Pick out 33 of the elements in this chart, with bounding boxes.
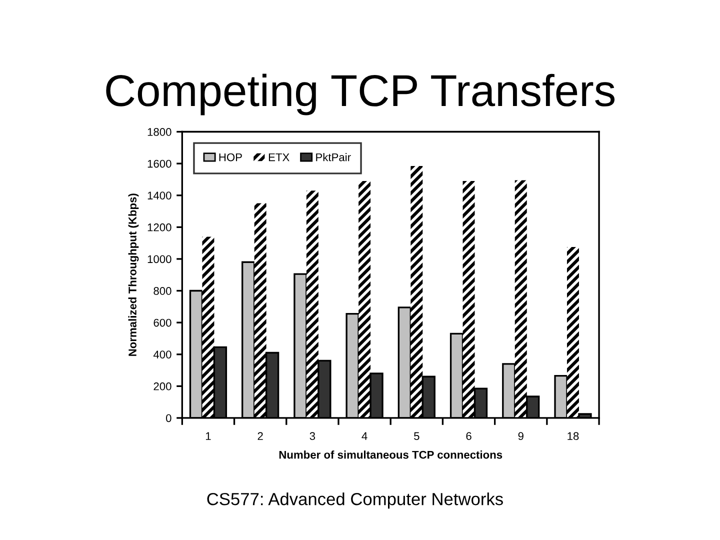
y-tick-label: 1600 <box>148 160 172 168</box>
x-tick-label: 1 <box>206 432 211 440</box>
x-axis-title: Number of simultaneous TCP connections <box>279 450 502 459</box>
y-tick-label: 200 <box>154 382 172 390</box>
x-tick-label: 2 <box>258 432 263 440</box>
x-tick-label: 6 <box>466 432 472 440</box>
bar <box>410 166 423 418</box>
chart-title: Competing TCP Transfers <box>106 74 615 116</box>
bar <box>254 203 266 418</box>
y-axis-title: Normalized Throughput (Kbps) <box>128 194 139 356</box>
bar <box>566 247 579 418</box>
bar <box>462 181 475 418</box>
legend-label: PktPair <box>316 153 351 162</box>
bar <box>358 181 371 418</box>
bar <box>514 180 527 418</box>
x-tick-label: 9 <box>518 432 524 440</box>
bar <box>202 236 214 418</box>
y-tick-label: 800 <box>154 287 172 295</box>
legend-label: HOP <box>219 153 242 162</box>
y-tick-label: 0 <box>166 414 172 422</box>
x-tick-label: 4 <box>362 432 368 440</box>
legend-label: ETX <box>268 153 290 162</box>
y-tick-label: 1800 <box>148 128 172 136</box>
y-tick-label: 1000 <box>148 255 172 264</box>
x-tick-label: 5 <box>414 432 420 440</box>
y-tick-label: 1200 <box>148 223 172 232</box>
y-tick-label: 1400 <box>148 192 172 200</box>
x-tick-label: 18 <box>568 432 579 440</box>
bar <box>306 190 318 418</box>
x-tick-label: 3 <box>310 432 316 440</box>
y-tick-label: 600 <box>154 318 172 327</box>
text: CS577: Advanced Computer Networks <box>207 492 503 509</box>
y-tick-label: 400 <box>153 350 172 358</box>
